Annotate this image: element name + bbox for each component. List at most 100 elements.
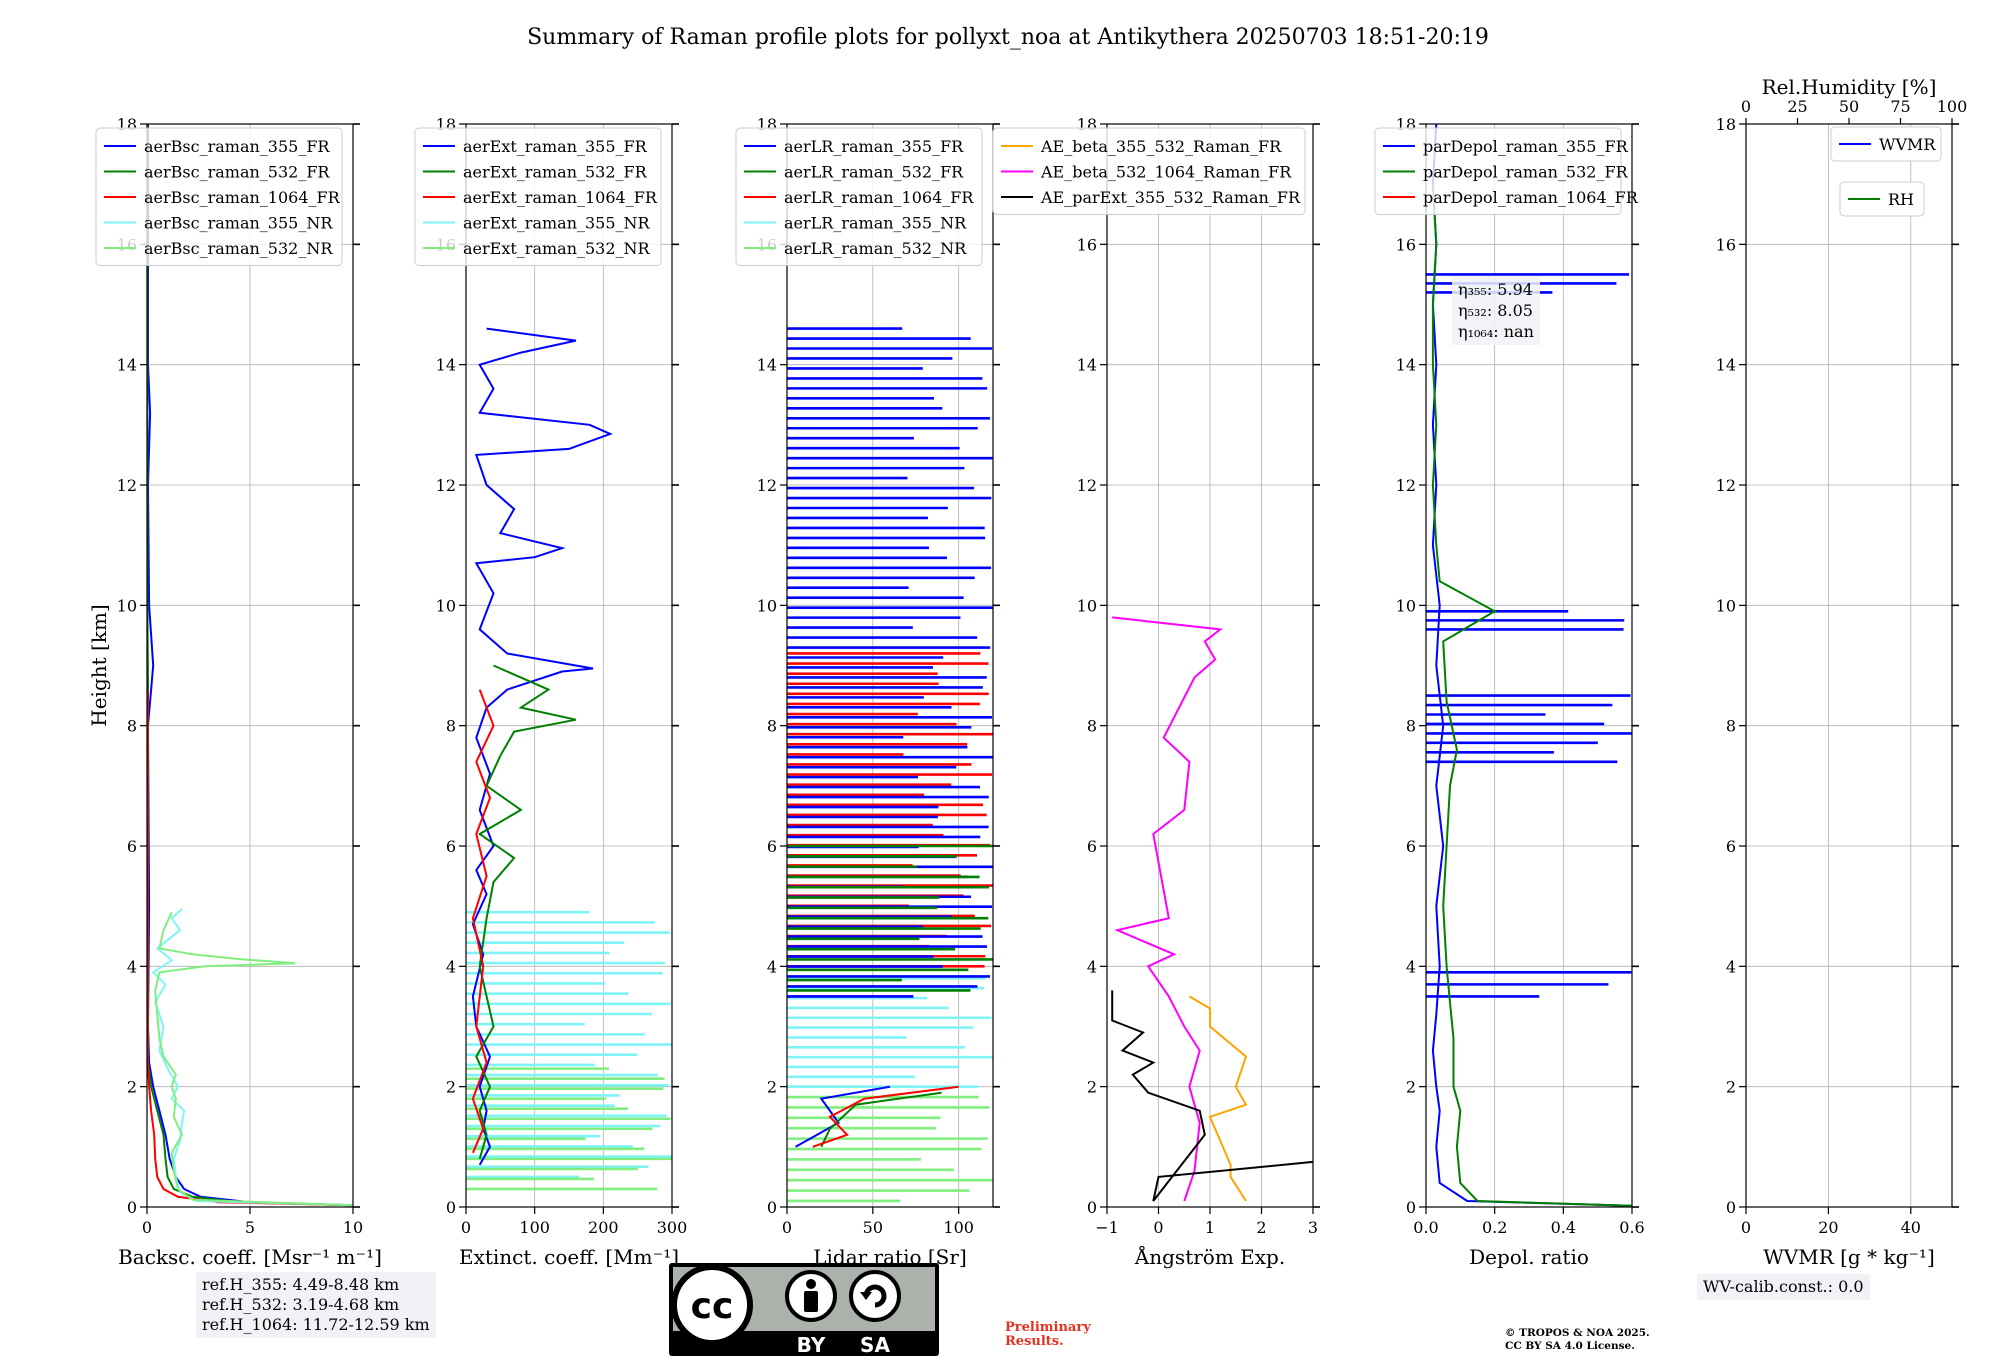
x-tick-label: 0 <box>782 1218 792 1237</box>
data-layer <box>466 327 672 1191</box>
top-tick-label: 0 <box>1741 97 1751 116</box>
eta-1064: η₁₀₆₄: nan <box>1458 322 1534 341</box>
y-tick-label: 14 <box>1716 356 1736 375</box>
x-tick-label: −1 <box>1095 1218 1119 1237</box>
y-axis-label: Height [km] <box>87 604 111 726</box>
x-axis-label: Depol. ratio <box>1469 1245 1589 1269</box>
x-tick-label: 10 <box>343 1218 363 1237</box>
legend-label: aerLR_raman_355_NR <box>784 214 967 233</box>
y-tick-label: 10 <box>436 596 456 615</box>
y-tick-label: 12 <box>757 476 777 495</box>
by-label: BY <box>797 1333 826 1357</box>
y-tick-label: 14 <box>1396 356 1416 375</box>
series-line <box>475 664 577 1160</box>
ref-height-355: ref.H_355: 4.49-8.48 km <box>202 1275 400 1294</box>
legend-label: AE_beta_355_532_Raman_FR <box>1040 137 1282 156</box>
y-tick-label: 12 <box>1077 476 1097 495</box>
panel-3: 024681012141618050100Lidar ratio [Sr]aer… <box>735 115 1000 1269</box>
cc-license-badge[interactable]: cc BY SA <box>668 1262 940 1357</box>
axes-frame <box>786 123 994 1208</box>
legend-label: aerLR_raman_1064_FR <box>784 188 974 207</box>
x-tick-label: 0.2 <box>1482 1218 1507 1237</box>
y-tick-label: 8 <box>1726 717 1736 736</box>
top-axis-label: Rel.Humidity [%] <box>1762 75 1937 99</box>
y-tick-label: 4 <box>446 957 456 976</box>
top-tick-label: 75 <box>1890 97 1910 116</box>
series-line <box>1112 616 1223 1202</box>
eta-box: η₃₅₅: 5.94 η₅₃₂: 8.05 η₁₀₆₄: nan <box>1452 276 1540 345</box>
data-layer <box>1426 124 1632 1207</box>
legend-label: aerExt_raman_532_FR <box>463 163 648 182</box>
y-tick-label: 2 <box>127 1078 137 1097</box>
x-tick-label: 0.0 <box>1413 1218 1438 1237</box>
x-tick-label: 20 <box>1818 1218 1838 1237</box>
y-tick-label: 16 <box>1396 235 1416 254</box>
ref-height-1064: ref.H_1064: 11.72-12.59 km <box>202 1315 430 1334</box>
legend-label: aerBsc_raman_355_FR <box>144 137 330 156</box>
legend-label: AE_parExt_355_532_Raman_FR <box>1040 188 1301 207</box>
legend-label: parDepol_raman_532_FR <box>1423 163 1629 182</box>
series-line <box>812 1085 959 1148</box>
y-tick-label: 2 <box>1406 1078 1416 1097</box>
data-layer <box>1111 616 1313 1202</box>
top-tick-label: 50 <box>1839 97 1859 116</box>
y-tick-label: 8 <box>1406 717 1416 736</box>
sa-label: SA <box>860 1333 890 1357</box>
eta-355: η₃₅₅: 5.94 <box>1458 280 1533 299</box>
legend-label: WVMR <box>1879 135 1936 154</box>
y-tick-label: 10 <box>117 596 137 615</box>
y-tick-label: 16 <box>1077 235 1097 254</box>
y-tick-label: 10 <box>1077 596 1097 615</box>
legend-label: aerBsc_raman_1064_FR <box>144 188 341 207</box>
legend-label: parDepol_raman_355_FR <box>1423 137 1629 156</box>
y-tick-label: 2 <box>1726 1078 1736 1097</box>
ref-height-532: ref.H_532: 3.19-4.68 km <box>202 1295 400 1314</box>
y-tick-label: 6 <box>1726 837 1736 856</box>
top-tick-label: 25 <box>1787 97 1807 116</box>
wv-calib-const: WV-calib.const.: 0.0 <box>1703 1277 1864 1296</box>
y-tick-label: 8 <box>446 717 456 736</box>
preliminary-line-2: Results. <box>1005 1334 1064 1349</box>
legend-box <box>992 127 1306 215</box>
y-tick-label: 4 <box>1406 957 1416 976</box>
data-layer <box>787 327 993 1203</box>
y-tick-label: 0 <box>1726 1198 1736 1217</box>
series-line <box>471 689 495 1154</box>
legend-label: aerExt_raman_532_NR <box>463 239 651 258</box>
copyright-line-2: CC BY SA 4.0 License. <box>1505 1340 1635 1352</box>
y-tick-label: 14 <box>436 356 456 375</box>
cc-icon <box>671 1264 753 1346</box>
y-tick-label: 12 <box>1716 476 1736 495</box>
copyright-line-1: © TROPOS & NOA 2025. <box>1505 1327 1650 1339</box>
copyright-note: © TROPOS & NOA 2025. CC BY SA 4.0 Licens… <box>1505 1327 1650 1353</box>
y-tick-label: 12 <box>436 476 456 495</box>
y-tick-label: 4 <box>1726 957 1736 976</box>
axes-frame <box>1745 123 1953 1208</box>
series-line <box>154 911 353 1207</box>
y-tick-label: 4 <box>127 957 137 976</box>
axes-frame <box>146 123 354 1208</box>
y-tick-label: 0 <box>1406 1198 1416 1217</box>
preliminary-line-1: Preliminary <box>1005 1320 1091 1335</box>
series-line <box>147 124 353 1207</box>
x-tick-label: 1 <box>1205 1218 1215 1237</box>
data-layer <box>147 124 353 1207</box>
y-tick-label: 0 <box>127 1198 137 1217</box>
y-tick-label: 16 <box>1716 235 1736 254</box>
legend-label: aerBsc_raman_355_NR <box>144 214 333 233</box>
legend-label: aerBsc_raman_532_NR <box>144 239 333 258</box>
x-tick-label: 0.4 <box>1551 1218 1576 1237</box>
y-tick-label: 8 <box>1087 717 1097 736</box>
legend-label: aerLR_raman_532_FR <box>784 163 964 182</box>
x-tick-label: 300 <box>657 1218 688 1237</box>
y-tick-label: 14 <box>757 356 777 375</box>
legend-label: aerLR_raman_355_FR <box>784 137 964 156</box>
top-tick-label: 100 <box>1937 97 1968 116</box>
y-tick-label: 10 <box>757 596 777 615</box>
y-tick-label: 14 <box>117 356 137 375</box>
x-tick-label: 3 <box>1308 1218 1318 1237</box>
x-axis-label: Backsc. coeff. [Msr⁻¹ m⁻¹] <box>118 1245 382 1269</box>
y-tick-label: 4 <box>767 957 777 976</box>
